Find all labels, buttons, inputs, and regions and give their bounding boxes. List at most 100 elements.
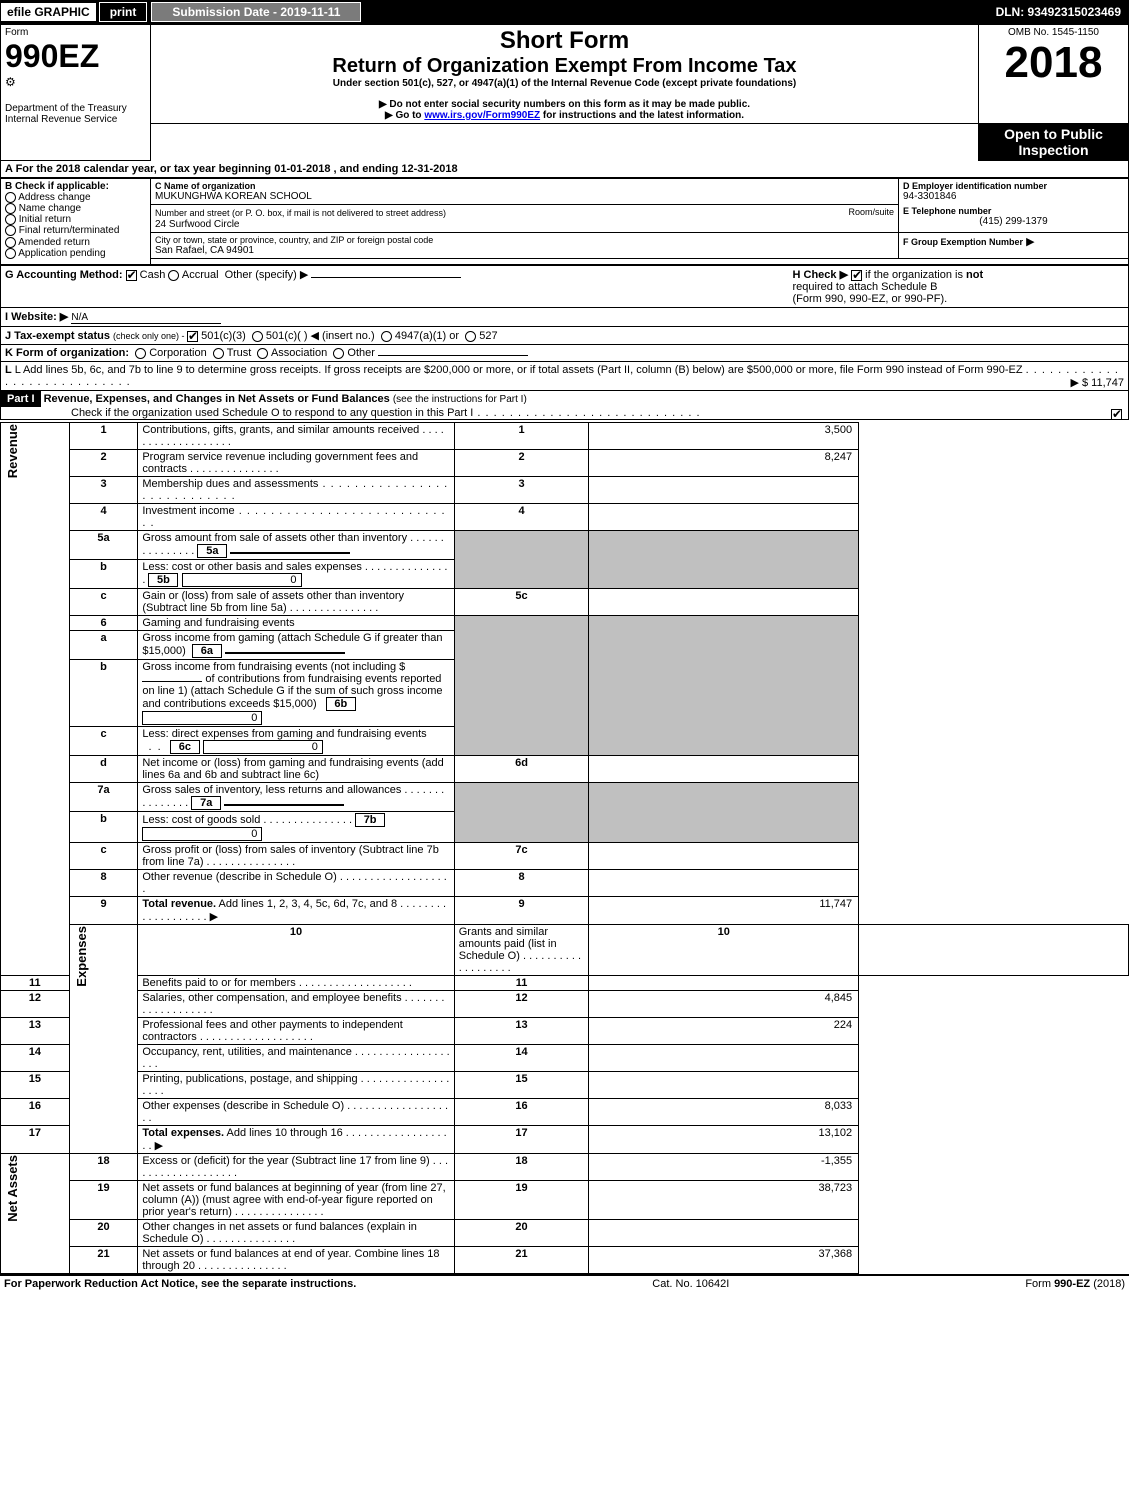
l17-text2: Add lines 10 through 16: [224, 1127, 343, 1139]
l7c-amount: [589, 843, 859, 870]
dln-label: DLN: 93492315023469: [996, 5, 1129, 19]
l6a-inamt: [225, 652, 345, 654]
name-change-radio[interactable]: [5, 203, 16, 214]
amended-return-label: Amended return: [18, 237, 90, 248]
k-other-label: Other: [347, 347, 375, 359]
k-trust-radio[interactable]: [213, 348, 224, 359]
cat-number: Cat. No. 10642I: [652, 1278, 729, 1290]
l8-num: 8: [69, 870, 138, 897]
netassets-section-label: Net Assets: [5, 1155, 20, 1222]
l16-amount: 8,033: [589, 1099, 859, 1126]
l5b-inbox: 5b: [148, 573, 178, 587]
initial-return-radio[interactable]: [5, 214, 16, 225]
line-i: I Website: ▶ N/A: [0, 308, 1129, 327]
print-button[interactable]: print: [99, 2, 148, 22]
k-corp-label: Corporation: [149, 347, 206, 359]
form-ref: Form 990-EZ (2018): [1025, 1278, 1125, 1290]
l6b-text2: of contributions from fundraising events…: [142, 673, 442, 710]
l6c-text: Less: direct expenses from gaming and fu…: [142, 728, 426, 740]
j-4947-radio[interactable]: [381, 331, 392, 342]
accrual-radio[interactable]: [168, 270, 179, 281]
l1-num: 1: [69, 423, 138, 450]
website-value: N/A: [71, 312, 221, 324]
l7a-num: 7a: [69, 783, 138, 812]
j-527-radio[interactable]: [465, 331, 476, 342]
line-h-text3: (Form 990, 990-EZ, or 990-PF).: [793, 293, 1125, 305]
addr-change-radio[interactable]: [5, 192, 16, 203]
accrual-label: Accrual: [182, 269, 219, 281]
app-pending-radio[interactable]: [5, 248, 16, 259]
j-527-label: 527: [479, 330, 497, 342]
l16-num: 16: [1, 1099, 70, 1126]
k-corp-radio[interactable]: [135, 348, 146, 359]
pra-notice: For Paperwork Reduction Act Notice, see …: [4, 1278, 356, 1290]
short-form-title: Short Form: [155, 27, 974, 55]
k-assoc-radio[interactable]: [257, 348, 268, 359]
part1-title: Revenue, Expenses, and Changes in Net As…: [44, 393, 390, 405]
other-specify-input[interactable]: [311, 277, 461, 278]
l6-num: 6: [69, 616, 138, 631]
l17-num: 17: [1, 1126, 70, 1154]
l2-amount: 8,247: [589, 450, 859, 477]
omb-number: OMB No. 1545-1150: [983, 27, 1124, 38]
l5c-num: c: [69, 589, 138, 616]
page-footer: For Paperwork Reduction Act Notice, see …: [0, 1274, 1129, 1292]
box-b-title: B Check if applicable:: [5, 181, 146, 192]
phone-value: (415) 299-1379: [903, 216, 1124, 227]
amended-return-radio[interactable]: [5, 237, 16, 248]
l15-amount: [589, 1072, 859, 1099]
l5b-inamt: 0: [182, 573, 302, 587]
j-501c3-checkbox[interactable]: [187, 331, 198, 342]
l1-amount: 3,500: [589, 423, 859, 450]
initial-return-label: Initial return: [19, 214, 71, 225]
expenses-section-label: Expenses: [74, 926, 89, 987]
cash-checkbox[interactable]: [126, 270, 137, 281]
city-value: San Rafael, CA 94901: [155, 245, 894, 256]
tax-year: 2018: [983, 38, 1124, 88]
l6b-blank[interactable]: [142, 681, 202, 682]
l7b-inamt: 0: [142, 827, 262, 841]
street-label: Number and street (or P. O. box, if mail…: [155, 208, 446, 218]
l10-amount: [859, 925, 1129, 976]
line-h-checkbox[interactable]: [851, 270, 862, 281]
l16-box: 16: [454, 1099, 589, 1126]
l4-num: 4: [69, 504, 138, 531]
l6d-box: 6d: [454, 756, 589, 783]
line-h-text1: if the organization is: [865, 269, 966, 281]
line-j-label: J Tax-exempt status: [5, 330, 113, 342]
l10-num: 10: [138, 925, 454, 976]
l11-num: 11: [1, 976, 70, 991]
l3-num: 3: [69, 477, 138, 504]
part1-label: Part I: [1, 391, 41, 407]
l17-text: Total expenses.: [142, 1127, 224, 1139]
period-line: A For the 2018 calendar year, or tax yea…: [0, 161, 1129, 178]
line-l-text: L Add lines 5b, 6c, and 7b to line 9 to …: [15, 364, 1023, 376]
l8-amount: [589, 870, 859, 897]
l6c-num: c: [69, 727, 138, 756]
part1-hint: (see the instructions for Part I): [393, 394, 527, 405]
line-g-label: G Accounting Method:: [5, 269, 123, 281]
l5c-amount: [589, 589, 859, 616]
l17-amount: 13,102: [589, 1126, 859, 1154]
l5a-inamt: [230, 552, 350, 554]
l7c-box: 7c: [454, 843, 589, 870]
l11-box: 11: [454, 976, 589, 991]
l7b-num: b: [69, 812, 138, 843]
l6d-amount: [589, 756, 859, 783]
line-i-label: I Website: ▶: [5, 311, 68, 323]
l14-amount: [589, 1045, 859, 1072]
return-title: Return of Organization Exempt From Incom…: [155, 55, 974, 78]
l20-amount: [589, 1220, 859, 1247]
j-501c-radio[interactable]: [252, 331, 263, 342]
l9-amount: 11,747: [589, 897, 859, 925]
goto-link[interactable]: www.irs.gov/Form990EZ: [424, 110, 540, 121]
l3-box: 3: [454, 477, 589, 504]
k-other-input[interactable]: [378, 355, 528, 356]
l5b-num: b: [69, 560, 138, 589]
k-other-radio[interactable]: [333, 348, 344, 359]
l2-text: Program service revenue including govern…: [142, 451, 418, 475]
open-public-inspection: Open to Public Inspection: [979, 124, 1129, 161]
ein-value: 94-3301846: [903, 191, 1124, 202]
final-return-radio[interactable]: [5, 225, 16, 236]
part1-schedule-o-checkbox[interactable]: [1111, 409, 1122, 420]
